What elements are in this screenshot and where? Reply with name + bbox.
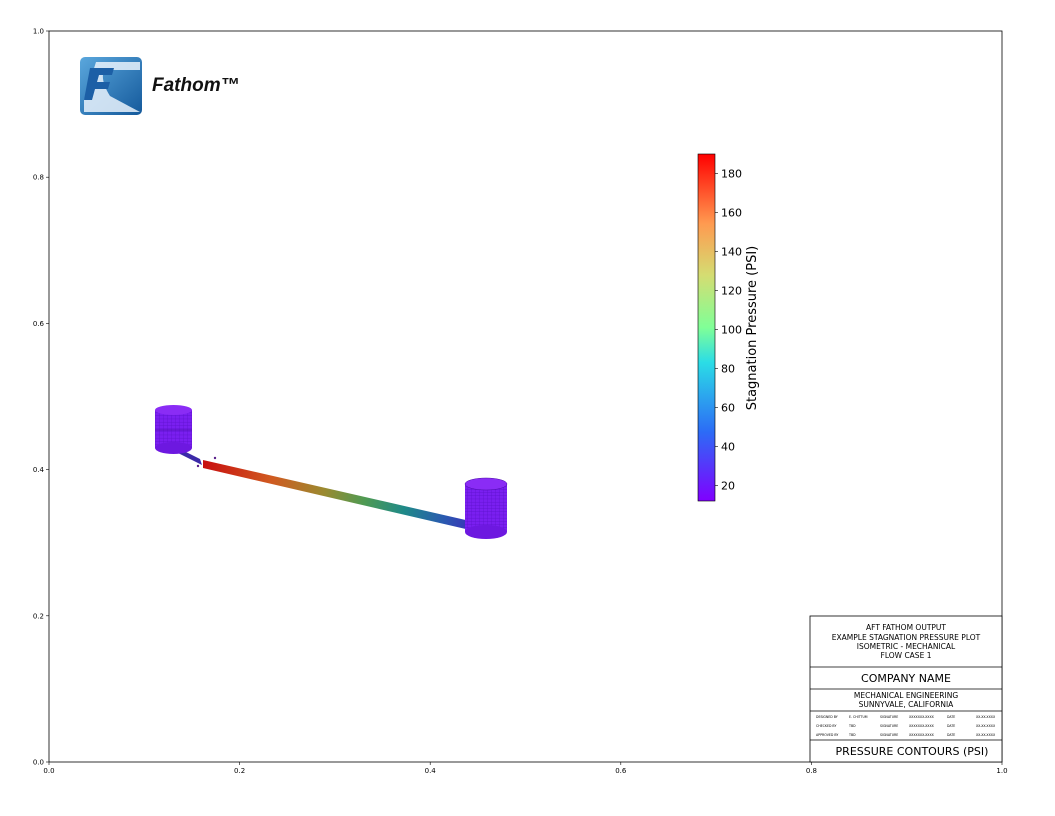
department-line-2: SUNNYVALE, CALIFORNIA — [859, 700, 955, 709]
fathom-logo: Fathom™ — [80, 57, 240, 115]
signoff-cell: SIGNATURE — [880, 733, 898, 737]
signoff-cell: XX-XX-XXXX — [976, 733, 996, 737]
signoff-cell: XXXXXXX-XXXX — [909, 733, 935, 737]
logo-text: Fathom™ — [152, 75, 240, 96]
signoff-cell: DATE — [947, 724, 955, 728]
header-line-1: AFT FATHOM OUTPUT — [866, 623, 946, 632]
colorbar-tick-label: 40 — [721, 440, 735, 453]
colorbar-tick-label: 20 — [721, 479, 735, 492]
colorbar-tick-label: 180 — [721, 167, 742, 180]
pipe-model — [155, 405, 508, 539]
x-tick-label: 0.6 — [615, 767, 627, 775]
signoff-table: DESIGNED BY E. CHITTUM SIGNATURE XXXXXXX-XX… — [816, 715, 996, 737]
x-tick-label: 0.2 — [234, 767, 245, 775]
colorbar-tick-label: 80 — [721, 362, 735, 375]
signoff-cell: SIGNATURE — [880, 715, 898, 719]
signoff-cell: XXXXXXX-XXXX — [909, 724, 935, 728]
signoff-cell: XX-XX-XXXX — [976, 724, 996, 728]
signoff-cell: DATE — [947, 715, 955, 719]
x-tick-label: 0.0 — [43, 767, 54, 775]
colorbar-gradient — [697, 153, 716, 502]
tank-1 — [155, 405, 192, 454]
pipe-main — [203, 460, 470, 530]
axes-frame — [48, 30, 1003, 763]
title-block-header: AFT FATHOM OUTPUT EXAMPLE STAGNATION PRE… — [832, 623, 981, 660]
signoff-cell: TBD — [848, 733, 856, 737]
department-line-1: MECHANICAL ENGINEERING — [854, 691, 958, 700]
signoff-cell: TBD — [848, 724, 856, 728]
signoff-cell: SIGNATURE — [880, 724, 898, 728]
colorbar-tick-label: 120 — [721, 284, 742, 297]
y-tick-label: 0.0 — [33, 759, 44, 767]
signoff-cell: CHECKED BY — [816, 724, 836, 728]
y-tick-label: 0.4 — [33, 466, 45, 474]
y-axis: 0.0 0.2 0.4 0.6 0.8 1.0 — [33, 28, 49, 767]
signoff-cell: E. CHITTUM — [849, 715, 868, 719]
colorbar-tick-label: 60 — [721, 401, 735, 414]
colorbar-tick-label: 100 — [721, 323, 742, 336]
y-tick-label: 0.6 — [33, 320, 45, 328]
colorbar: 20 40 60 80 100 120 140 160 180 Stagnation Press… — [697, 153, 760, 502]
colorbar-tick-label: 160 — [721, 206, 742, 219]
y-tick-label: 1.0 — [33, 28, 44, 36]
title-block: AFT FATHOM OUTPUT EXAMPLE STAGNATION PRE… — [809, 615, 1003, 763]
colorbar-tick-label: 140 — [721, 245, 742, 258]
colorbar-label: Stagnation Pressure (PSI) — [745, 246, 760, 411]
x-tick-label: 0.8 — [806, 767, 817, 775]
drawing-title: PRESSURE CONTOURS (PSI) — [836, 745, 989, 758]
header-line-4: FLOW CASE 1 — [881, 651, 932, 660]
signoff-cell: XX-XX-XXXX — [976, 715, 996, 719]
y-tick-label: 0.2 — [33, 612, 44, 620]
signoff-cell: DATE — [947, 733, 955, 737]
header-line-2: EXAMPLE STAGNATION PRESSURE PLOT — [832, 633, 981, 642]
company-name: COMPANY NAME — [861, 672, 951, 685]
signoff-cell: APPROVED BY — [816, 733, 838, 737]
header-line-3: ISOMETRIC - MECHANICAL — [857, 642, 956, 651]
signoff-cell: DESIGNED BY — [816, 715, 838, 719]
x-axis: 0.0 0.2 0.4 0.6 0.8 1.0 — [43, 762, 1008, 775]
tank-2 — [464, 477, 508, 539]
y-tick-label: 0.8 — [33, 174, 44, 182]
x-tick-label: 1.0 — [996, 767, 1007, 775]
x-tick-label: 0.4 — [425, 767, 437, 775]
signoff-cell: XXXXXXX-XXXX — [909, 715, 935, 719]
